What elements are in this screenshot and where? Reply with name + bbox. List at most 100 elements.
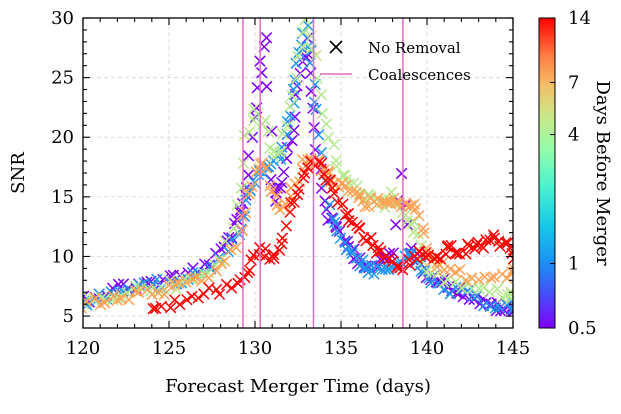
data-point <box>203 282 215 294</box>
data-point <box>455 282 468 294</box>
data-point <box>313 156 325 168</box>
data-point <box>310 49 322 62</box>
data-point <box>239 206 252 219</box>
data-point <box>409 203 422 215</box>
data-point <box>327 212 340 225</box>
data-point <box>242 149 255 162</box>
data-point <box>273 244 286 256</box>
data-point <box>359 200 371 213</box>
y-tick-label: 10 <box>51 246 74 267</box>
data-point <box>506 303 513 316</box>
data-point <box>218 255 231 267</box>
x-tick-label: 120 <box>66 338 100 359</box>
data-point <box>268 252 280 264</box>
x-tick-label: 145 <box>496 338 530 359</box>
data-point <box>288 124 300 137</box>
data-point <box>419 251 432 263</box>
data-point <box>293 183 305 195</box>
data-point <box>420 266 432 278</box>
data-point <box>316 107 328 120</box>
colorbar-ticks: 14 7 4 1 0.5 <box>550 8 597 339</box>
data-point <box>231 213 243 226</box>
data-point <box>293 46 305 59</box>
data-point <box>147 302 159 315</box>
data-point <box>395 167 408 180</box>
data-point <box>504 242 513 255</box>
data-point <box>164 301 177 314</box>
data-point <box>322 131 335 144</box>
data-point <box>286 89 298 102</box>
data-point <box>365 190 377 203</box>
data-point <box>244 184 256 197</box>
data-point <box>505 289 513 301</box>
data-point <box>275 145 288 158</box>
data-point <box>290 72 303 84</box>
data-point <box>175 275 188 288</box>
data-point <box>299 18 311 26</box>
data-point <box>418 227 430 239</box>
data-point <box>489 302 502 314</box>
y-tick-label: 15 <box>51 187 74 208</box>
data-point <box>256 157 268 169</box>
legend-label-coalescences: Coalescences <box>368 66 471 84</box>
data-point <box>98 297 111 309</box>
data-point <box>494 302 506 314</box>
data-point <box>260 32 273 44</box>
data-point <box>413 209 425 222</box>
data-point <box>343 215 355 227</box>
data-point <box>328 138 340 151</box>
data-point <box>180 276 192 288</box>
data-point <box>284 196 297 209</box>
data-point <box>389 196 402 209</box>
data-point <box>242 169 255 181</box>
data-point <box>501 272 513 284</box>
data-point <box>213 288 226 301</box>
data-point <box>506 266 513 278</box>
data-point <box>305 30 317 42</box>
data-point <box>243 126 255 138</box>
data-point <box>298 167 311 179</box>
data-point <box>485 272 497 284</box>
data-point <box>181 293 193 306</box>
data-point <box>219 235 232 248</box>
x-tick-label: 140 <box>410 338 444 359</box>
data-point <box>235 182 248 194</box>
data-point <box>246 180 258 193</box>
data-point <box>187 272 199 285</box>
data-point <box>210 265 223 277</box>
data-point <box>401 218 414 231</box>
data-point <box>371 260 383 272</box>
data-point <box>123 293 135 306</box>
data-point <box>337 198 349 210</box>
data-point <box>284 109 296 122</box>
data-point <box>286 134 298 147</box>
data-point <box>417 222 429 235</box>
data-point <box>280 220 293 232</box>
data-point <box>281 115 294 128</box>
data-point <box>328 187 340 200</box>
data-point <box>340 244 353 256</box>
data-point <box>261 80 273 93</box>
data-point <box>444 288 456 300</box>
data-point <box>451 247 463 260</box>
data-point <box>449 247 462 259</box>
data-point <box>292 50 304 63</box>
data-point <box>305 85 317 98</box>
series-4-days <box>83 18 513 310</box>
data-point <box>339 179 352 192</box>
data-point <box>330 225 343 237</box>
data-point <box>328 216 341 229</box>
data-point <box>226 232 238 244</box>
data-point <box>390 218 402 231</box>
data-point <box>260 162 273 174</box>
grid <box>82 17 514 328</box>
data-point <box>169 278 181 291</box>
data-point <box>189 271 202 284</box>
data-point <box>315 88 328 101</box>
colorbar-label: Days Before Merger <box>592 80 613 266</box>
data-point <box>310 103 322 116</box>
data-point <box>354 222 366 235</box>
data-point <box>507 262 513 275</box>
data-point <box>288 196 300 208</box>
